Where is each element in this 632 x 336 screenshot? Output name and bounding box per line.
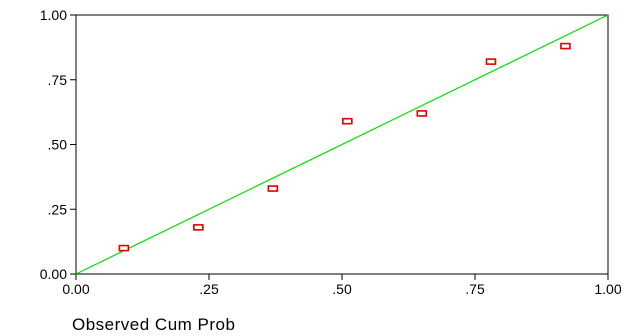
data-point xyxy=(267,185,279,192)
y-tick-label: .25 xyxy=(48,201,68,217)
x-tick-label: 1.00 xyxy=(594,281,621,297)
y-tick-label: .75 xyxy=(48,72,68,88)
y-tick-label: 1.00 xyxy=(40,7,67,23)
reference-line-layer xyxy=(75,14,609,275)
x-tick-label: .50 xyxy=(332,281,352,297)
data-point xyxy=(416,110,428,117)
reference-line xyxy=(75,14,609,275)
data-point xyxy=(342,117,353,125)
x-axis-title: Observed Cum Prob xyxy=(72,315,235,334)
x-tick-label: .25 xyxy=(199,281,219,297)
data-point xyxy=(118,244,130,252)
y-tick-label: .50 xyxy=(48,137,68,153)
x-tick-label: .75 xyxy=(465,281,485,297)
axes xyxy=(70,14,609,280)
x-tick-label: 0.00 xyxy=(62,281,89,297)
data-point xyxy=(485,58,497,65)
y-tick-label: 0.00 xyxy=(40,266,67,282)
data-point xyxy=(560,42,571,50)
tick-labels-layer: 0.00 .25 .50 .75 1.00 0.00 .25 .50 .75 1.00 xyxy=(40,7,622,297)
data-point xyxy=(193,224,204,231)
points-layer xyxy=(118,42,571,252)
